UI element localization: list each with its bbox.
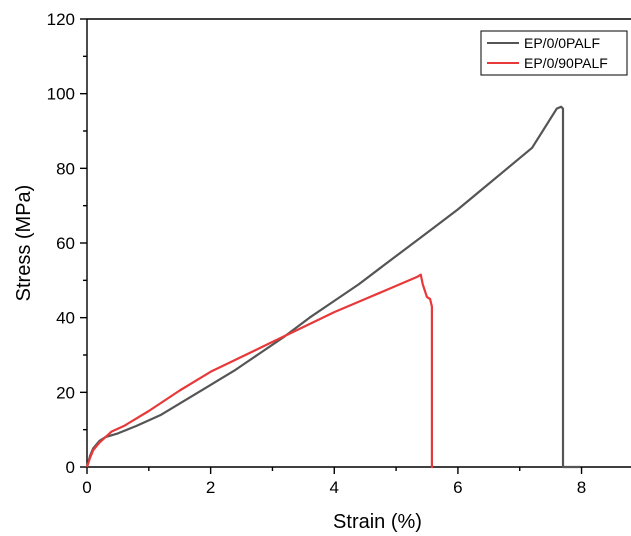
y-axis-title: Stress (MPa)	[13, 185, 35, 302]
legend-label-2: EP/0/90PALF	[524, 55, 608, 71]
y-tick-label: 120	[47, 10, 75, 29]
x-tick-label: 2	[206, 478, 215, 497]
series-layer	[85, 105, 581, 469]
x-axis-title: Strain (%)	[333, 511, 422, 533]
x-tick-label: 4	[330, 478, 339, 497]
x-tick-label: 6	[453, 478, 462, 497]
y-tick-label: 80	[56, 159, 75, 178]
series-line-1	[85, 105, 581, 469]
y-tick-label: 100	[47, 85, 75, 104]
x-tick-label: 0	[82, 478, 91, 497]
y-tick-label: 60	[56, 234, 75, 253]
legend-box	[480, 30, 628, 76]
y-tick-label: 40	[56, 309, 75, 328]
y-tick-label: 0	[66, 458, 75, 477]
y-tick-label: 20	[56, 383, 75, 402]
legend-label-1: EP/0/0PALF	[524, 35, 600, 51]
legend: EP/0/0PALF EP/0/90PALF	[480, 30, 628, 76]
series-line-2	[85, 273, 434, 469]
x-tick-label: 8	[577, 478, 586, 497]
